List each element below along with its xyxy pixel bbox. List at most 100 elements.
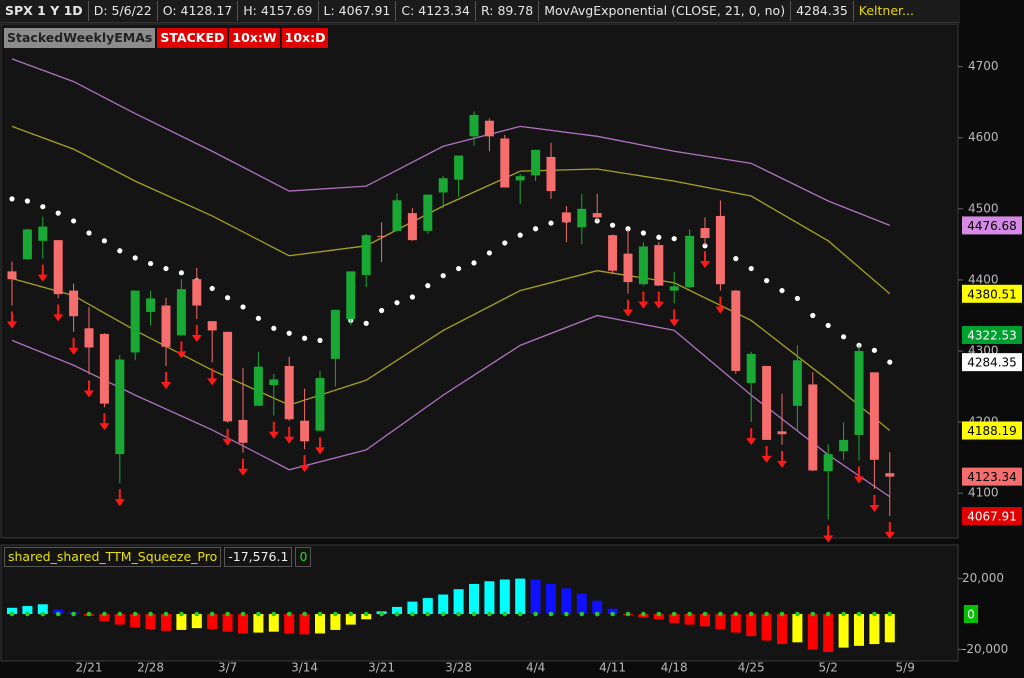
ema-dot xyxy=(255,315,261,321)
price-label: 4476.68 xyxy=(967,219,1017,233)
lower-study-name[interactable]: shared_shared_TTM_Squeeze_Pro xyxy=(4,547,222,567)
squeeze-dot xyxy=(456,611,461,617)
squeeze-dot xyxy=(440,611,446,617)
ema-dot xyxy=(225,295,231,301)
symbol[interactable]: SPX 1 Y 1D xyxy=(0,1,89,21)
signal-arrow xyxy=(268,421,279,439)
histogram-bar xyxy=(130,614,141,628)
ema-dot xyxy=(625,226,631,232)
signal-arrow xyxy=(84,380,94,398)
open-field: O: 4128.17 xyxy=(158,1,239,21)
high-field: H: 4157.69 xyxy=(238,1,319,21)
price-label-box xyxy=(962,421,1022,440)
x-tick-label: 5/9 xyxy=(896,661,915,675)
ema-dot xyxy=(240,304,246,310)
squeeze-dot xyxy=(610,611,615,617)
candle-body xyxy=(269,379,279,386)
candle-body xyxy=(839,439,849,452)
ema-dot xyxy=(486,250,492,256)
histogram-bar xyxy=(145,614,156,630)
study-name[interactable]: MovAvgExponential (CLOSE, 21, 0, no) xyxy=(539,1,792,21)
histogram-bar xyxy=(515,578,526,614)
signal-arrow xyxy=(854,466,864,484)
header-bar: SPX 1 Y 1D D: 5/6/22 O: 4128.17 H: 4157.… xyxy=(0,0,960,23)
ema-dot xyxy=(702,243,708,249)
study-button[interactable]: 10x:W xyxy=(229,28,280,48)
candle-body xyxy=(746,353,756,384)
signal-arrow xyxy=(653,291,664,309)
candle-body xyxy=(192,279,202,306)
study-button[interactable]: StackedWeeklyEMAs xyxy=(4,28,156,48)
signal-arrow xyxy=(161,371,171,389)
squeeze-dot xyxy=(517,611,523,617)
histogram-bar xyxy=(669,614,680,623)
x-tick-label: 2/28 xyxy=(137,661,164,675)
ema-dot xyxy=(271,325,277,331)
keltner-study[interactable]: Keltner... xyxy=(858,3,914,18)
signal-arrow xyxy=(176,341,187,359)
ema-dot xyxy=(24,198,30,204)
histogram-bar xyxy=(530,579,541,614)
candle-body xyxy=(454,155,464,180)
histogram-bar xyxy=(284,614,295,634)
signal-arrow xyxy=(191,325,202,343)
squeeze-dot xyxy=(410,611,415,617)
signal-arrow xyxy=(715,296,726,314)
candle-body xyxy=(546,156,556,192)
ema-dot xyxy=(101,238,107,244)
ema-dot xyxy=(841,334,847,340)
candle-body xyxy=(531,149,541,176)
squeeze-dot xyxy=(748,611,754,617)
ema-dot xyxy=(610,222,616,228)
signal-arrow xyxy=(238,458,248,476)
squeeze-dot xyxy=(425,611,431,617)
candle-body xyxy=(777,431,787,435)
squeeze-dot xyxy=(825,611,831,617)
histogram-bar xyxy=(561,588,572,614)
candle-body xyxy=(130,290,140,353)
histogram-bar xyxy=(761,614,772,641)
squeeze-dot xyxy=(533,611,538,617)
study-button[interactable]: STACKED xyxy=(157,28,228,48)
squeeze-dot xyxy=(194,611,200,617)
candle-body xyxy=(515,176,525,181)
histogram-bar xyxy=(207,614,218,630)
squeeze-dot xyxy=(363,611,369,617)
x-tick-label: 2/21 xyxy=(76,661,103,675)
squeeze-dot xyxy=(795,611,800,617)
squeeze-dot xyxy=(887,611,893,617)
ema-dot xyxy=(286,330,292,336)
y-tick-label: 4400 xyxy=(968,272,999,286)
y-tick-label: 20,000 xyxy=(962,571,1004,585)
candle-body xyxy=(577,208,587,228)
signal-arrow xyxy=(222,428,233,446)
squeeze-dot xyxy=(487,611,492,617)
ema-dot xyxy=(794,295,801,302)
x-tick-label: 5/2 xyxy=(819,661,838,675)
squeeze-dot xyxy=(256,611,261,617)
y-tick-label: 4500 xyxy=(968,201,999,215)
candle-body xyxy=(146,298,156,312)
squeeze-dot xyxy=(594,611,600,617)
signal-arrow xyxy=(68,337,79,355)
histogram-bar xyxy=(777,614,787,645)
histogram-bar xyxy=(807,614,818,650)
squeeze-dot xyxy=(86,611,92,617)
candle-body xyxy=(53,240,63,295)
signal-arrow xyxy=(623,299,633,317)
ema-dot xyxy=(71,218,77,224)
price-label: 4188.19 xyxy=(967,424,1017,438)
ema-dot xyxy=(40,204,46,210)
signal-arrow xyxy=(7,311,17,329)
histogram-bar xyxy=(607,608,618,614)
squeeze-dot xyxy=(656,611,662,617)
squeeze-dot xyxy=(872,611,877,617)
candle-body xyxy=(700,228,710,238)
ema-dot xyxy=(825,322,831,329)
study-button[interactable]: 10x:D xyxy=(281,28,329,48)
signal-arrow xyxy=(746,428,757,446)
candle-body xyxy=(238,419,248,443)
ema-dot xyxy=(517,232,523,238)
x-tick-label: 4/11 xyxy=(599,661,626,675)
